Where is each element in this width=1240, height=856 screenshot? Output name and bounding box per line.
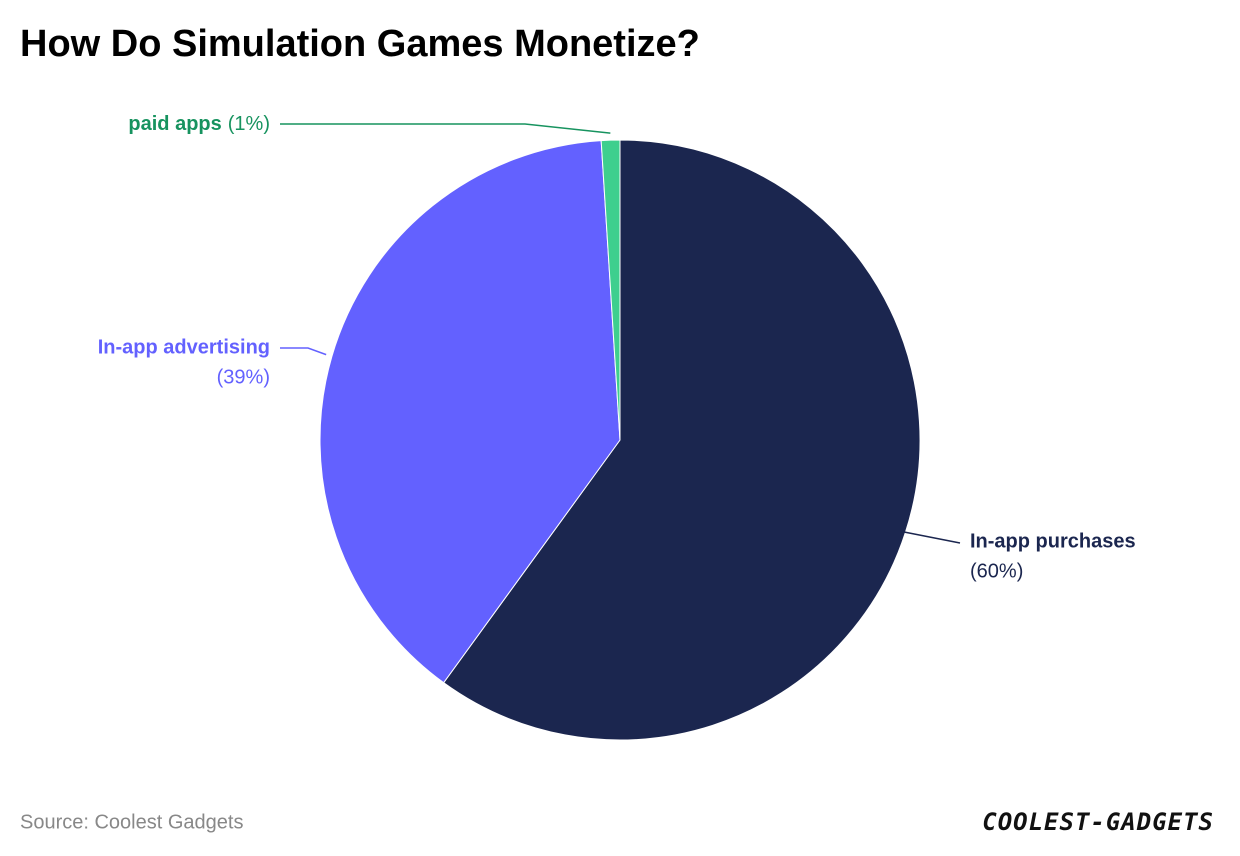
leader-line xyxy=(280,123,611,134)
slice-label-group: paid apps (1%) xyxy=(128,113,270,135)
slice-label: paid apps xyxy=(128,113,221,135)
leader-line xyxy=(901,530,961,544)
pie-slice xyxy=(600,139,621,441)
slice-label: In-app advertising xyxy=(98,336,270,358)
value-label: (39%) xyxy=(217,366,270,388)
slice-label: In-app purchases xyxy=(970,530,1136,552)
logo: COOLEST-GADGETS xyxy=(982,808,1214,836)
chart-title: How Do Simulation Games Monetize? xyxy=(20,23,700,65)
pie-slice xyxy=(319,140,621,684)
value-label: (60%) xyxy=(970,560,1023,582)
leader-line xyxy=(280,347,327,356)
value-label: (1%) xyxy=(228,113,270,135)
source: Source: Coolest Gadgets xyxy=(20,811,243,833)
